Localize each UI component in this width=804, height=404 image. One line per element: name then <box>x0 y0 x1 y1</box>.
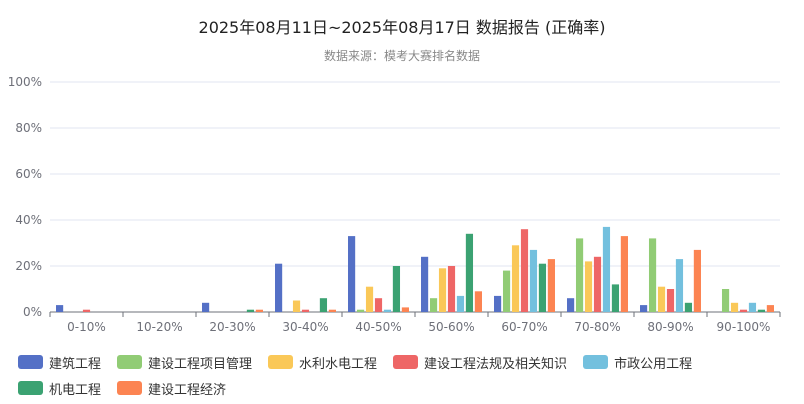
bar <box>365 286 374 312</box>
legend-item[interactable]: 市政公用工程 <box>583 349 692 375</box>
bar <box>447 266 456 312</box>
bar <box>319 298 328 312</box>
legend-swatch <box>268 355 294 369</box>
x-tick-label: 10-20% <box>136 320 182 334</box>
y-tick-label: 0% <box>23 305 42 319</box>
bar <box>474 291 482 312</box>
bar <box>56 305 64 312</box>
bar <box>766 305 774 312</box>
bar <box>730 302 739 312</box>
x-tick-label: 80-90% <box>647 320 693 334</box>
legend-label: 建设工程项目管理 <box>148 356 253 372</box>
legend-label: 机电工程 <box>49 382 102 398</box>
legend-item[interactable]: 建设工程法规及相关知识 <box>393 349 567 375</box>
chart-subtitle: 数据来源：模考大赛排名数据 <box>323 49 480 63</box>
legend-swatch <box>18 381 43 395</box>
bar <box>675 259 684 312</box>
bar <box>620 236 628 312</box>
bar <box>392 266 401 312</box>
bar <box>275 263 283 312</box>
x-tick-label: 30-40% <box>282 320 328 334</box>
bar <box>82 309 91 312</box>
legend-label: 水利水电工程 <box>299 356 378 372</box>
bar <box>494 295 502 312</box>
x-tick-label: 0-10% <box>67 320 106 334</box>
bar <box>640 305 648 312</box>
legend-item[interactable]: 水利水电工程 <box>268 349 377 375</box>
bar <box>438 268 447 312</box>
bar <box>511 245 520 312</box>
bar <box>547 259 555 312</box>
bar <box>301 309 310 312</box>
bar <box>520 229 529 312</box>
legend-swatch <box>393 355 419 369</box>
legend-swatch <box>117 355 143 369</box>
bar <box>666 289 675 312</box>
legend-item[interactable]: 建筑工程 <box>18 349 101 375</box>
bar <box>693 249 701 312</box>
x-tick-label: 60-70% <box>501 320 547 334</box>
legend: 建筑工程 建设工程项目管理 水利水电工程 建设工程法规及相关知识 市政公用工程机电工程 建… <box>18 349 798 401</box>
x-tick-label: 50-60% <box>428 320 474 334</box>
legend-item[interactable]: 建设工程经济 <box>117 375 226 401</box>
bar <box>584 261 593 312</box>
bar <box>255 309 263 312</box>
legend-label: 市政公用工程 <box>614 356 693 372</box>
bar <box>465 233 474 312</box>
chart-title: 2025年08月11日~2025年08月17日 数据报告 (正确率) <box>198 18 606 37</box>
bar <box>374 298 383 312</box>
y-tick-label: 100% <box>8 75 42 89</box>
legend-label: 建设工程法规及相关知识 <box>424 356 568 372</box>
x-tick-label: 70-80% <box>574 320 620 334</box>
bar <box>502 270 511 312</box>
y-tick-label: 20% <box>15 259 42 273</box>
legend-item[interactable]: 建设工程项目管理 <box>117 349 252 375</box>
legend-swatch <box>583 355 609 369</box>
bar <box>202 302 210 312</box>
bar <box>593 256 602 312</box>
bar <box>648 238 657 312</box>
bar <box>567 298 575 312</box>
x-tick-label: 90-100% <box>717 320 771 334</box>
y-tick-label: 40% <box>15 213 42 227</box>
bar <box>748 302 757 312</box>
bar <box>529 249 538 312</box>
x-tick-label: 20-30% <box>209 320 255 334</box>
bar <box>383 309 392 312</box>
bar <box>429 298 438 312</box>
bar <box>739 309 748 312</box>
bar <box>292 300 301 312</box>
bar <box>721 289 730 312</box>
bar <box>401 307 409 312</box>
bar <box>684 302 693 312</box>
bar <box>611 284 620 312</box>
y-tick-label: 60% <box>15 167 42 181</box>
legend-swatch <box>18 355 43 369</box>
bar <box>246 309 255 312</box>
bar <box>356 309 365 312</box>
bar <box>421 256 429 312</box>
y-tick-label: 80% <box>15 121 42 135</box>
x-tick-label: 40-50% <box>355 320 401 334</box>
legend-label: 建筑工程 <box>49 356 102 372</box>
legend-swatch <box>117 381 143 395</box>
bar <box>757 309 766 312</box>
bar <box>575 238 584 312</box>
bar <box>538 263 547 312</box>
bar <box>602 226 611 312</box>
bar <box>456 295 465 312</box>
legend-item[interactable]: 机电工程 <box>18 375 101 401</box>
bar <box>657 286 666 312</box>
bar <box>328 309 336 312</box>
legend-label: 建设工程经济 <box>148 382 227 398</box>
bar <box>348 236 356 312</box>
